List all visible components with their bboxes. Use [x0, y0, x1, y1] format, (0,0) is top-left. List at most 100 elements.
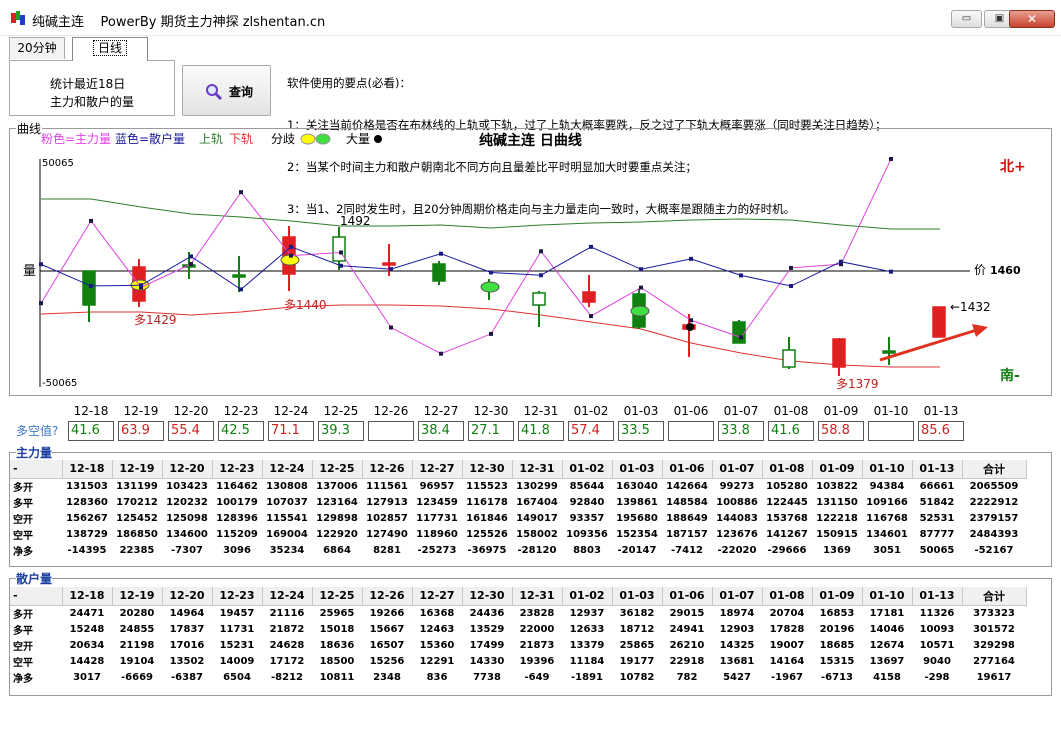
column-header[interactable]: 12-31	[512, 587, 563, 606]
table-cell: 2222912	[969, 496, 1019, 508]
table-cell: -25273	[417, 544, 457, 556]
column-header[interactable]: 12-19	[112, 460, 163, 479]
table-cell: 10571	[919, 639, 955, 651]
close-button[interactable]: ✕	[1009, 10, 1055, 28]
table-cell: 15248	[69, 623, 105, 635]
ls-value-box	[668, 421, 714, 441]
column-header[interactable]: 12-27	[412, 460, 463, 479]
app-icon	[11, 11, 25, 25]
table-cell: 12903	[719, 623, 755, 635]
table-cell: 85644	[569, 480, 605, 492]
ls-date: 01-07	[723, 404, 759, 418]
table-row: 多平 128360 170212 120232 100179 107037 123164 12…	[10, 494, 1026, 510]
column-header[interactable]: 12-23	[212, 460, 263, 479]
column-header[interactable]: 01-08	[762, 460, 813, 479]
row-label: 多平	[13, 498, 33, 510]
table-cell: 301572	[973, 623, 1015, 635]
long-short-label[interactable]: 多空值?	[16, 424, 59, 438]
column-header[interactable]: 01-10	[862, 587, 913, 606]
column-header[interactable]: 01-10	[862, 460, 913, 479]
column-header[interactable]: 合计	[962, 587, 1027, 606]
column-header[interactable]: -	[10, 460, 63, 479]
table-cell: 22000	[519, 623, 555, 635]
table-cell: -7307	[171, 544, 203, 556]
table-cell: -6713	[821, 671, 853, 683]
query-button[interactable]: 查询	[182, 65, 271, 116]
table-cell: -649	[524, 671, 550, 683]
table-cell: 15667	[369, 623, 405, 635]
column-header[interactable]: 12-30	[462, 460, 513, 479]
title-bar: 纯碱主连 PowerBy 期货主力神探 zlshentan.cn ▭ ▣ ✕	[0, 0, 1061, 36]
table-cell: 11731	[219, 623, 255, 635]
table-cell: 17181	[869, 607, 905, 619]
table-cell: 26210	[669, 639, 705, 651]
column-header[interactable]: 01-07	[712, 587, 763, 606]
column-header[interactable]: 12-18	[62, 587, 113, 606]
table-cell: -6669	[121, 671, 153, 683]
column-header[interactable]: 12-19	[112, 587, 163, 606]
series-point	[289, 244, 293, 249]
table-row: 空开 20634 21198 17016 15231 24628 18636 16507 153…	[10, 637, 1026, 653]
candle-body	[332, 236, 346, 262]
column-header[interactable]: 01-07	[712, 460, 763, 479]
divergence-green-icon	[315, 133, 331, 145]
column-header[interactable]: 12-31	[512, 460, 563, 479]
table-cell: 23828	[519, 607, 555, 619]
column-header[interactable]: 01-09	[812, 460, 863, 479]
trend-arrow-head-icon	[972, 324, 988, 337]
column-header[interactable]: 12-24	[262, 460, 313, 479]
table-cell: 7738	[473, 671, 501, 683]
column-header[interactable]: 12-25	[312, 587, 363, 606]
column-header[interactable]: 12-25	[312, 460, 363, 479]
column-header[interactable]: 01-03	[612, 460, 663, 479]
tab-daily[interactable]: 日线	[72, 37, 148, 61]
column-header[interactable]: 01-02	[562, 460, 613, 479]
big-volume-dot-icon	[374, 135, 382, 143]
ls-value-box	[368, 421, 414, 441]
table-cell: 13697	[869, 655, 905, 667]
column-header[interactable]: 01-03	[612, 587, 663, 606]
table-cell: -14395	[67, 544, 107, 556]
tab-20min[interactable]: 20分钟	[9, 37, 65, 59]
column-header[interactable]: 01-02	[562, 587, 613, 606]
column-header[interactable]: 01-13	[912, 460, 963, 479]
table-cell: 18500	[319, 655, 355, 667]
table-cell: 9040	[923, 655, 951, 667]
column-header[interactable]: 12-20	[162, 460, 213, 479]
column-header[interactable]: 12-26	[362, 460, 413, 479]
table-cell: 14046	[869, 623, 905, 635]
column-header[interactable]: 12-24	[262, 587, 313, 606]
column-header[interactable]: 12-20	[162, 587, 213, 606]
minimize-button[interactable]: ▭	[951, 10, 982, 28]
column-header[interactable]: 01-08	[762, 587, 813, 606]
series-point	[39, 301, 43, 306]
column-header[interactable]: 01-06	[662, 460, 713, 479]
table-cell: 195680	[616, 512, 658, 524]
column-header[interactable]: -	[10, 587, 63, 606]
column-header[interactable]: 合计	[962, 460, 1027, 479]
column-header[interactable]: 01-13	[912, 587, 963, 606]
column-header[interactable]: 12-26	[362, 587, 413, 606]
table-cell: 14009	[219, 655, 255, 667]
column-header[interactable]: 12-30	[462, 587, 513, 606]
table-cell: 128396	[216, 512, 258, 524]
ls-value-box: 41.6	[768, 421, 814, 441]
table-cell: 373323	[973, 607, 1015, 619]
retail-table-title: 散户量	[16, 570, 53, 587]
row-label: 空平	[13, 530, 33, 542]
column-header[interactable]: 12-23	[212, 587, 263, 606]
column-header[interactable]: 12-27	[412, 587, 463, 606]
series-point	[239, 287, 243, 292]
table-cell: 20196	[819, 623, 855, 635]
column-header[interactable]: 12-18	[62, 460, 113, 479]
table-cell: 3017	[73, 671, 101, 683]
column-header[interactable]: 01-09	[812, 587, 863, 606]
candle-body	[782, 349, 796, 368]
table-cell: -36975	[467, 544, 507, 556]
table-cell: 102857	[366, 512, 408, 524]
table-cell: 15256	[369, 655, 405, 667]
table-cell: 2484393	[969, 528, 1019, 540]
column-header[interactable]: 01-06	[662, 587, 713, 606]
ls-date: 01-03	[623, 404, 659, 418]
table-cell: 116768	[866, 512, 908, 524]
